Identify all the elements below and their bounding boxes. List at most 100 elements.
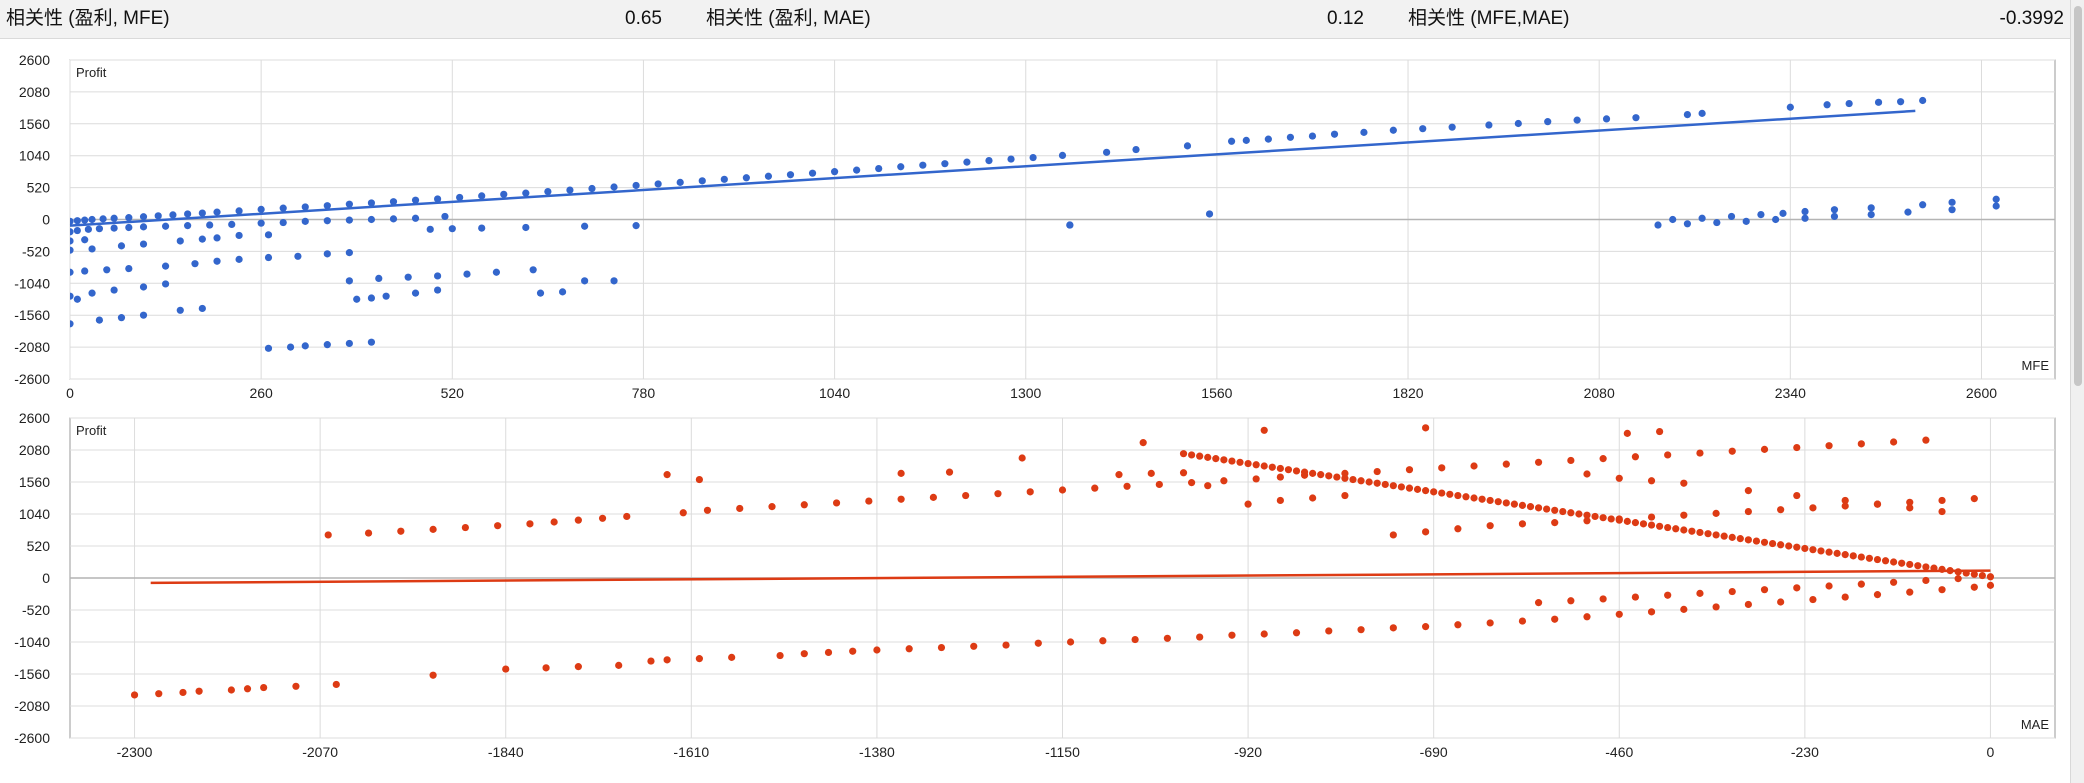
data-point <box>492 268 501 276</box>
data-point <box>1680 479 1688 487</box>
data-point <box>1664 451 1672 459</box>
data-point <box>1381 480 1389 489</box>
data-point <box>1591 512 1599 521</box>
data-point <box>139 213 148 221</box>
data-point <box>286 343 295 351</box>
data-point <box>213 234 221 242</box>
data-point <box>323 250 331 258</box>
data-point <box>139 223 148 231</box>
data-point <box>1825 548 1833 556</box>
data-point <box>679 509 687 517</box>
chart-1-x-tick-label: 260 <box>249 385 273 401</box>
data-point <box>433 195 442 203</box>
data-point <box>1890 578 1898 586</box>
data-point <box>1890 558 1898 566</box>
data-point <box>615 661 623 669</box>
data-point <box>1793 584 1801 592</box>
data-point <box>367 199 376 207</box>
data-point <box>81 216 89 224</box>
data-point <box>873 646 881 654</box>
data-point <box>195 687 203 695</box>
data-point <box>1485 121 1493 129</box>
data-point <box>1777 541 1785 549</box>
data-point <box>125 214 133 222</box>
data-point <box>1002 641 1010 649</box>
data-point <box>1615 474 1623 482</box>
data-point <box>1276 473 1284 481</box>
data-point <box>1752 537 1761 545</box>
data-point <box>1026 488 1034 496</box>
data-point <box>1325 627 1333 635</box>
scrollbar-thumb[interactable] <box>2074 6 2082 386</box>
chart-2-y-axis-label: Profit <box>76 423 107 438</box>
data-point <box>1830 206 1839 214</box>
data-point <box>1830 212 1839 221</box>
data-point <box>1664 523 1672 532</box>
data-point <box>1583 517 1591 525</box>
data-point <box>1922 436 1930 444</box>
data-point <box>70 320 74 328</box>
data-point <box>139 283 148 291</box>
data-point <box>1992 195 2000 203</box>
data-point <box>1419 125 1427 133</box>
data-point <box>1696 449 1704 457</box>
data-point <box>88 215 96 224</box>
data-point <box>367 294 376 302</box>
chart-2-y-tick-label: 2600 <box>19 410 50 426</box>
data-point <box>139 240 148 248</box>
data-point <box>1357 477 1365 485</box>
chart-2-x-tick-label: -2070 <box>302 744 338 760</box>
data-point <box>397 527 405 535</box>
data-point <box>1242 136 1250 144</box>
data-point <box>703 506 712 514</box>
data-point <box>161 222 170 230</box>
data-point <box>1131 635 1139 644</box>
data-point <box>1833 549 1841 557</box>
data-point <box>235 255 243 263</box>
chart-2-x-tick-label: -690 <box>1420 744 1448 760</box>
data-point <box>1514 119 1522 128</box>
data-point <box>695 655 703 663</box>
chart-2-y-tick-label: 520 <box>27 538 51 554</box>
data-point <box>970 642 978 650</box>
data-point <box>1389 126 1397 134</box>
data-point <box>1744 507 1752 516</box>
data-point <box>1454 491 1462 500</box>
data-point <box>367 338 376 346</box>
data-point <box>1760 538 1769 546</box>
data-point <box>1825 442 1833 450</box>
data-point <box>1188 451 1196 459</box>
data-point <box>1284 466 1293 474</box>
data-point <box>88 245 96 253</box>
data-point <box>1938 586 1946 594</box>
vertical-scrollbar[interactable] <box>2070 0 2084 783</box>
data-point <box>110 286 118 294</box>
data-point <box>110 214 118 222</box>
data-point <box>1389 531 1397 539</box>
data-point <box>1099 637 1107 645</box>
data-point <box>1034 639 1042 647</box>
data-point <box>663 471 671 479</box>
data-point <box>1744 600 1752 609</box>
data-point <box>367 215 376 224</box>
data-point <box>1841 502 1849 510</box>
data-point <box>179 688 187 697</box>
data-point <box>1793 491 1801 500</box>
data-point <box>1823 101 1831 109</box>
data-point <box>1801 214 1809 222</box>
chart-2-x-tick-label: -1840 <box>488 744 524 760</box>
data-point <box>1179 450 1188 458</box>
data-point <box>294 252 302 260</box>
data-point <box>830 168 839 176</box>
data-point <box>70 268 74 276</box>
data-point <box>1357 626 1365 634</box>
data-point <box>1727 212 1736 221</box>
data-point <box>264 231 273 239</box>
data-point <box>1809 504 1817 512</box>
data-point <box>184 210 192 218</box>
data-point <box>389 215 398 223</box>
chart-2-y-tick-label: -1040 <box>14 634 50 650</box>
data-point <box>1654 221 1662 229</box>
data-point <box>1244 500 1252 508</box>
data-point <box>1906 588 1914 596</box>
